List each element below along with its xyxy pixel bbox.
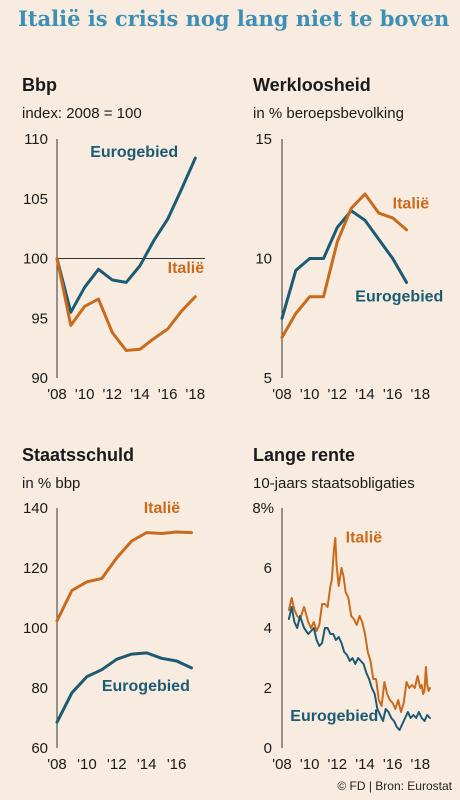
chart-subtitle-lange-rente: 10-jaars staatsobligaties bbox=[253, 475, 415, 492]
x-tick-label: '18 bbox=[411, 386, 431, 403]
series-label: Eurogebied bbox=[102, 678, 190, 695]
y-tick-label: 110 bbox=[24, 131, 48, 148]
y-tick-label: 5 bbox=[264, 370, 272, 387]
series-line-italie bbox=[55, 530, 193, 623]
x-tick-label: '14 bbox=[130, 386, 150, 403]
series-line-eurogebied bbox=[55, 156, 197, 314]
y-tick-label: 95 bbox=[31, 310, 48, 327]
x-tick-label: '12 bbox=[103, 386, 123, 403]
series-line-italie bbox=[55, 257, 197, 352]
chart-subtitle-werkloosheid: in % beroepsbevolking bbox=[253, 105, 404, 122]
source-credit: © FD | Bron: Eurostat bbox=[337, 779, 452, 793]
x-tick-label: '08 bbox=[272, 386, 292, 403]
x-tick-label: '14 bbox=[355, 756, 375, 773]
chart-subtitle-bbp: index: 2008 = 100 bbox=[22, 105, 142, 122]
y-tick-label: 100 bbox=[23, 251, 48, 268]
series-line-eurogebied bbox=[280, 209, 408, 320]
x-tick-label: '10 bbox=[77, 756, 97, 773]
series-label: Italië bbox=[168, 260, 205, 277]
y-tick-label: 100 bbox=[23, 620, 48, 637]
x-tick-label: '18 bbox=[186, 386, 206, 403]
y-tick-label: 2 bbox=[264, 680, 272, 697]
chart-title-lange-rente: Lange rente bbox=[253, 445, 355, 465]
x-tick-label: '08 bbox=[272, 756, 292, 773]
x-tick-label: '16 bbox=[167, 756, 187, 773]
chart-title-staatsschuld: Staatsschuld bbox=[22, 445, 134, 465]
series-line-eurogebied bbox=[55, 651, 193, 724]
y-top-label: 8% bbox=[252, 500, 274, 517]
y-tick-label: 120 bbox=[23, 560, 48, 577]
chart-title-bbp: Bbp bbox=[22, 75, 57, 95]
x-tick-label: '12 bbox=[107, 756, 127, 773]
x-tick-label: '16 bbox=[383, 386, 403, 403]
y-tick-label: 4 bbox=[264, 620, 272, 637]
x-tick-label: '16 bbox=[383, 756, 403, 773]
series-label: Eurogebied bbox=[90, 144, 178, 161]
series-label: Italië bbox=[144, 500, 181, 517]
x-tick-label: '18 bbox=[411, 756, 431, 773]
y-tick-label: 105 bbox=[23, 191, 48, 208]
chart-subtitle-staatsschuld: in % bbp bbox=[22, 475, 80, 492]
x-tick-label: '14 bbox=[355, 386, 375, 403]
x-tick-label: '10 bbox=[300, 386, 320, 403]
y-tick-label: 140 bbox=[23, 500, 48, 517]
chart-title-werkloosheid: Werkloosheid bbox=[253, 75, 371, 95]
x-tick-label: '10 bbox=[75, 386, 95, 403]
x-tick-label: '10 bbox=[300, 756, 320, 773]
y-tick-label: 80 bbox=[31, 680, 48, 697]
y-tick-label: 60 bbox=[31, 740, 48, 757]
x-tick-label: '08 bbox=[47, 756, 67, 773]
series-label: Italië bbox=[346, 530, 383, 547]
series-line-italie bbox=[280, 192, 408, 339]
series-line-italie bbox=[287, 537, 431, 713]
x-tick-label: '08 bbox=[47, 386, 67, 403]
y-tick-label: 10 bbox=[255, 251, 272, 268]
x-tick-label: '12 bbox=[328, 756, 348, 773]
y-tick-label: 0 bbox=[264, 740, 272, 757]
y-tick-label: 90 bbox=[31, 370, 48, 387]
series-label: Eurogebied bbox=[355, 289, 443, 306]
x-tick-label: '12 bbox=[328, 386, 348, 403]
y-tick-label: 15 bbox=[255, 131, 272, 148]
x-tick-label: '14 bbox=[137, 756, 157, 773]
page-title: Italië is crisis nog lang niet te boven bbox=[18, 6, 450, 31]
series-label: Italië bbox=[393, 195, 430, 212]
series-label: Eurogebied bbox=[290, 708, 378, 725]
x-tick-label: '16 bbox=[158, 386, 178, 403]
y-tick-label: 6 bbox=[264, 560, 272, 577]
series-line-eurogebied bbox=[287, 606, 431, 731]
